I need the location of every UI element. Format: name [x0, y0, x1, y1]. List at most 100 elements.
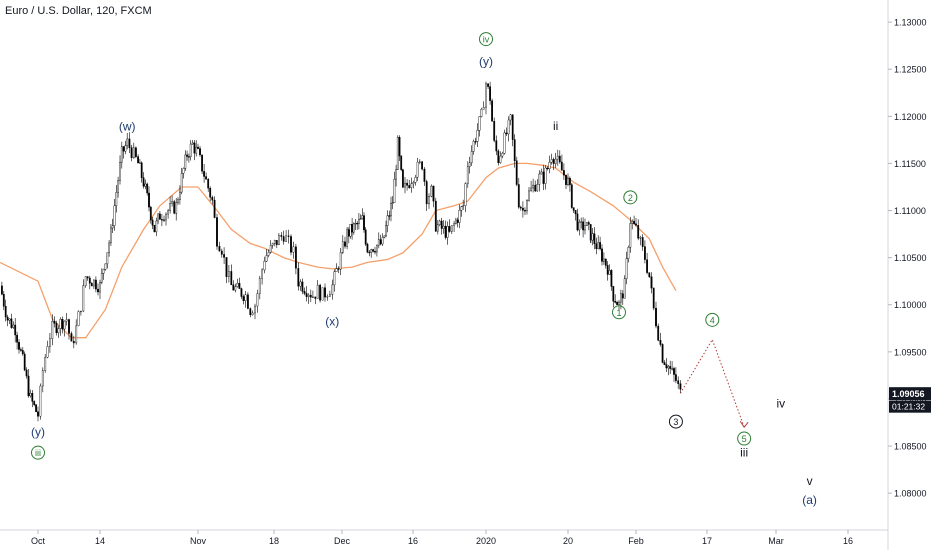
wave-label: 4 — [705, 312, 720, 327]
candle-body — [589, 224, 592, 241]
candle — [604, 258, 607, 269]
wave-label: v — [807, 474, 813, 488]
candle — [376, 244, 378, 257]
candle — [138, 158, 141, 164]
candle-body — [652, 287, 655, 309]
candle-body — [70, 333, 73, 342]
candle-body — [199, 148, 201, 156]
candle — [610, 269, 613, 291]
candle — [410, 177, 413, 193]
candle-body — [344, 241, 346, 247]
candle-body — [265, 255, 268, 262]
candle-body — [438, 220, 441, 225]
candle-body — [501, 153, 504, 157]
candle-body — [158, 213, 161, 220]
candle — [299, 279, 302, 291]
candle — [489, 81, 491, 105]
candle — [584, 218, 586, 235]
candle — [530, 180, 533, 192]
candle — [398, 135, 401, 161]
candle — [316, 280, 319, 299]
candle — [223, 247, 225, 264]
candle — [104, 263, 107, 271]
candle-body — [46, 346, 49, 358]
candle-body — [316, 284, 319, 299]
candle — [648, 272, 651, 278]
candle — [117, 176, 120, 198]
candle-body — [597, 242, 600, 249]
candle-body — [230, 271, 233, 286]
candle-body — [177, 199, 179, 203]
candle — [55, 320, 58, 336]
candle — [106, 252, 109, 269]
candle-body — [669, 366, 672, 369]
candle-body — [59, 319, 62, 329]
candle-body — [193, 142, 196, 154]
candle-body — [106, 252, 109, 265]
candle-body — [478, 116, 481, 131]
candle — [432, 185, 435, 208]
candle-body — [517, 184, 520, 208]
candle-body — [460, 206, 463, 211]
candle — [282, 230, 285, 245]
candle — [430, 184, 433, 198]
wave-label-text: ii — [553, 119, 558, 133]
candle-body — [249, 308, 252, 316]
candle — [84, 276, 87, 288]
candle — [612, 286, 615, 308]
wave-label-circle — [737, 431, 752, 446]
candle-body — [4, 306, 7, 318]
candle — [246, 292, 249, 310]
candle-body — [558, 155, 561, 163]
wave-label: (a) — [802, 493, 817, 507]
candle-body — [94, 279, 97, 290]
candle-body — [576, 213, 579, 231]
candle — [23, 351, 26, 372]
candle-body — [182, 168, 185, 174]
candle — [12, 321, 15, 329]
candle — [468, 156, 471, 174]
price-tick-label: 1.09500 — [894, 347, 927, 357]
candle-body — [173, 201, 176, 214]
candle — [216, 213, 218, 250]
candle — [414, 174, 417, 186]
candle — [565, 174, 567, 190]
candle-body — [476, 129, 479, 142]
candle — [370, 248, 373, 258]
candle-body — [563, 170, 565, 176]
candle-body — [612, 286, 615, 302]
candle — [111, 218, 114, 233]
candle-body — [167, 210, 169, 215]
candle-body — [335, 268, 338, 272]
candle-body — [358, 219, 360, 224]
candle-body — [337, 268, 340, 270]
candle — [491, 98, 493, 122]
candle-body — [620, 293, 622, 303]
candle-body — [530, 187, 533, 192]
price-tick-label: 1.10500 — [894, 253, 927, 263]
candle — [513, 134, 516, 168]
candle-body — [128, 138, 131, 148]
candle — [189, 140, 192, 161]
candle-body — [186, 154, 188, 157]
candle-body — [225, 257, 228, 277]
candle — [391, 196, 394, 210]
candle-body — [287, 235, 290, 237]
candle — [97, 283, 99, 296]
candle-body — [57, 328, 60, 334]
candle-body — [84, 276, 87, 286]
candle — [295, 243, 297, 275]
candle-body — [312, 296, 314, 298]
candle-body — [513, 139, 516, 161]
candle-body — [434, 200, 437, 232]
price-tick-label: 1.12000 — [894, 112, 927, 122]
candle-body — [1, 285, 3, 295]
candle-body — [148, 192, 150, 208]
candle — [267, 249, 270, 258]
candle — [261, 268, 263, 285]
candle — [519, 205, 522, 211]
candle — [485, 81, 487, 115]
candle — [560, 154, 563, 171]
candle — [677, 376, 680, 389]
